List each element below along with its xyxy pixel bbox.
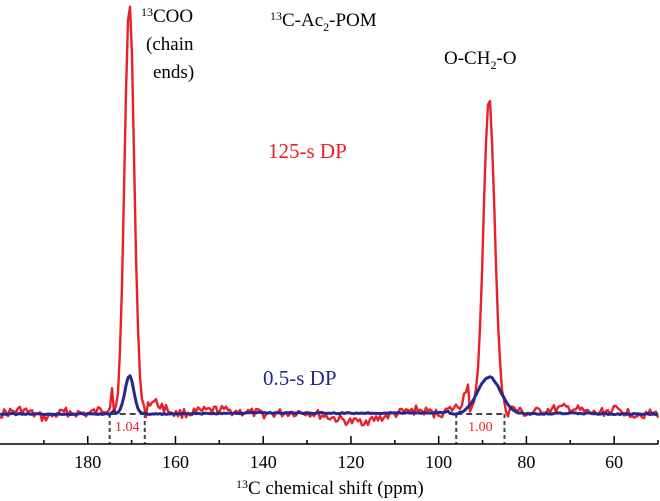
peak-annotation-coo-superscript: 13 <box>141 5 153 19</box>
x-axis-title-superscript: 13 <box>236 477 248 491</box>
peak-annotation-och2o-b: -O <box>496 48 516 69</box>
peak-annotation-coo-line3: ends) <box>153 62 194 83</box>
series-line-125s-dp <box>0 5 660 427</box>
peak-annotation-och2o: O-CH2-O <box>444 48 517 72</box>
x-tick-label: 60 <box>605 452 623 472</box>
series-label-125s-dp: 125-s DP <box>268 139 347 163</box>
series-line-0.5s-dp <box>0 374 659 417</box>
chart-title-main: C-Ac <box>282 10 323 31</box>
spectrum-curves <box>0 5 660 427</box>
x-axis: 180 160 140 120 100 80 60 <box>0 436 659 472</box>
series-label-0.5s-dp: 0.5-s DP <box>263 366 337 390</box>
peak-annotation-coo-main: COO <box>153 6 193 27</box>
chart-title-superscript: 13 <box>270 9 282 23</box>
integral-regions: 1.04 1.00 <box>108 413 506 444</box>
x-tick-label: 80 <box>517 452 535 472</box>
chart-title-subscript: 2 <box>323 20 329 34</box>
peak-annotation-och2o-subscript: 2 <box>490 58 496 72</box>
x-tick-label: 120 <box>337 452 364 472</box>
chart-title: 13C-Ac2-POM <box>270 9 377 34</box>
x-axis-title: 13C chemical shift (ppm) <box>236 477 424 499</box>
integral-label: 1.04 <box>115 420 140 435</box>
x-ticks: 180 160 140 120 100 80 60 <box>43 436 659 472</box>
peak-annotation-och2o-a: O-CH <box>444 48 491 69</box>
chart-title-tail: -POM <box>329 10 377 31</box>
peak-annotation-coo-line2: (chain <box>146 34 194 55</box>
x-axis-title-main: C chemical shift (ppm) <box>248 478 424 499</box>
integral-label: 1.00 <box>468 420 493 435</box>
x-tick-label: 100 <box>425 452 452 472</box>
x-tick-label: 140 <box>250 452 277 472</box>
x-tick-label: 160 <box>162 452 189 472</box>
peak-annotation-coo: 13COO <box>141 5 193 27</box>
x-tick-label: 180 <box>74 452 101 472</box>
